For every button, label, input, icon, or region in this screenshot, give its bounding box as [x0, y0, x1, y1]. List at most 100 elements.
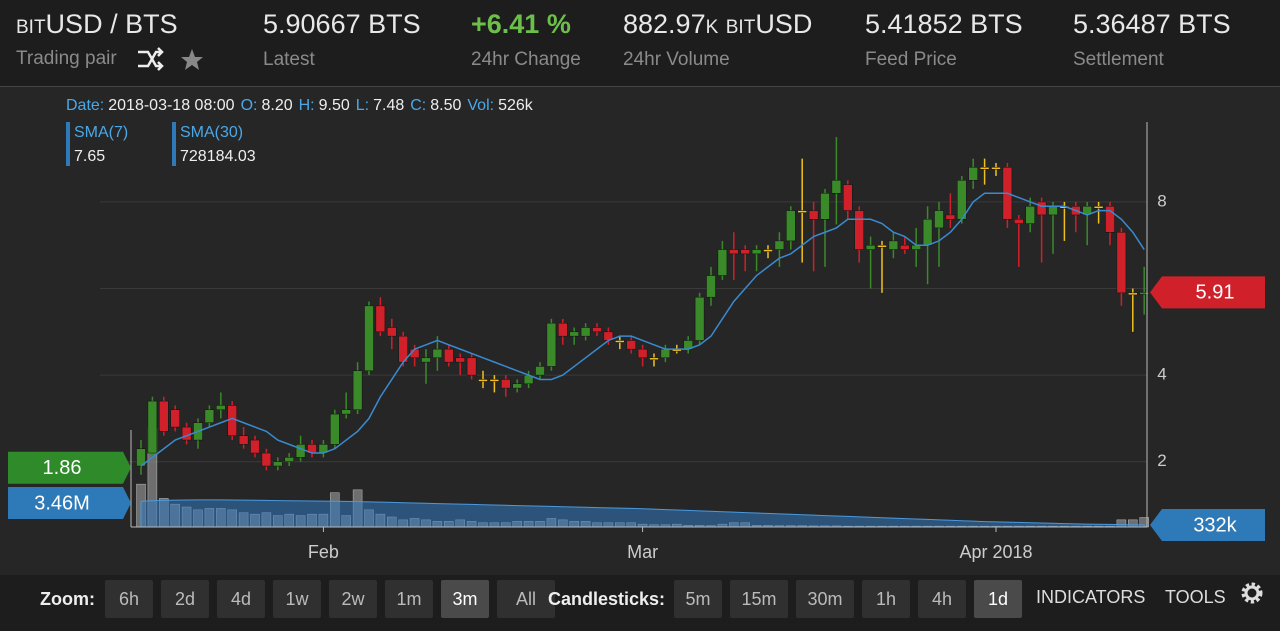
hover-value: 8.20 [261, 97, 292, 114]
toolbar-button[interactable] [497, 580, 555, 618]
candle-body [512, 383, 522, 389]
candle-body [341, 409, 351, 415]
candle-body [1048, 206, 1058, 216]
toolbar-button[interactable] [329, 580, 377, 618]
candle-body [147, 400, 158, 454]
toolbar-button[interactable] [674, 580, 722, 618]
candle-body [843, 184, 853, 211]
header-bg [0, 0, 1280, 86]
x-tick-label: Feb [308, 542, 339, 562]
candle-body [888, 240, 899, 250]
candle-body [1116, 231, 1127, 294]
indicator-bar [172, 122, 176, 166]
toolbar-button[interactable] [161, 580, 209, 618]
candle-body [159, 400, 169, 432]
candle-body [284, 457, 294, 462]
candle-body [774, 240, 785, 250]
candle-body [170, 409, 180, 428]
toolbar-button-label[interactable]: 15m [741, 589, 776, 609]
stat-label: 24hr Volume [623, 49, 730, 70]
x-tick-label: Apr 2018 [959, 542, 1032, 562]
candle-body [808, 210, 819, 220]
gear-icon[interactable] [1241, 582, 1263, 604]
candle-body [330, 413, 340, 445]
toolbar-button[interactable] [105, 580, 153, 618]
candle-body [626, 340, 636, 350]
cursor-price-bg [8, 451, 131, 484]
candle-body [501, 379, 511, 389]
swap-icon[interactable] [138, 47, 164, 71]
toolbar-button-label[interactable]: 30m [807, 589, 842, 609]
toolbar-button[interactable] [730, 580, 788, 618]
toolbar-button[interactable] [441, 580, 489, 618]
candle-body [216, 405, 226, 410]
y-tick-label: 8 [1157, 191, 1166, 210]
x-tick-label: Mar [627, 542, 658, 562]
candle-body [945, 214, 956, 220]
candle-body [763, 249, 773, 252]
toolbar-button-label[interactable]: All [516, 589, 536, 609]
candle-body [706, 275, 716, 298]
candle-body [558, 322, 568, 337]
toolbar-link[interactable]: TOOLS [1165, 587, 1226, 607]
candle-body [934, 210, 944, 229]
candle-body [865, 244, 876, 250]
toolbar-button[interactable] [273, 580, 321, 618]
cursor-volume: 3.46M [34, 492, 90, 514]
hover-value: 8.50 [430, 97, 461, 114]
toolbar-button[interactable] [918, 580, 966, 618]
toolbar-button-label[interactable]: 1m [396, 589, 421, 609]
candle-body [444, 348, 454, 363]
candle-body [204, 409, 215, 423]
candle-body [364, 305, 374, 372]
candle-body [250, 439, 260, 454]
toolbar-button-label[interactable]: 6h [119, 589, 139, 609]
stat-value: 5.90667 BTS [263, 9, 421, 39]
stat-label: Settlement [1073, 49, 1165, 70]
candle-body [991, 167, 1001, 170]
toolbar-link[interactable]: INDICATORS [1036, 587, 1145, 607]
hover-label: L: [356, 97, 369, 114]
indicator-label: SMA(7) [74, 124, 128, 141]
candle-body [455, 357, 465, 363]
candle-body [478, 379, 488, 382]
toolbar-button-label[interactable]: 1h [876, 589, 896, 609]
candle-body [694, 296, 705, 341]
last-volume-bg [1150, 509, 1265, 541]
candle-body [615, 340, 625, 343]
hover-value: 7.48 [373, 97, 404, 114]
candle-body [831, 180, 842, 194]
candle-body [238, 435, 249, 445]
toolbar-label: Zoom: [40, 589, 95, 609]
toolbar-button-label[interactable]: 1w [285, 589, 309, 609]
toolbar-button[interactable] [217, 580, 265, 618]
hover-label: Vol: [467, 97, 494, 114]
toolbar-button-label[interactable]: 3m [452, 589, 477, 609]
candle-body [900, 244, 910, 250]
toolbar-button-label[interactable]: 2d [175, 589, 195, 609]
toolbar-button-label[interactable]: 1d [988, 589, 1008, 609]
toolbar-button-label[interactable]: 4h [932, 589, 952, 609]
toolbar-button[interactable] [862, 580, 910, 618]
toolbar-button[interactable] [974, 580, 1022, 618]
toolbar-button[interactable] [385, 580, 433, 618]
toolbar-button-label[interactable]: 2w [341, 589, 365, 609]
hover-label: O: [241, 97, 258, 114]
hover-info: Date: 2018-03-18 08:00 O: 8.20 H: 9.50 L: 7.48 C… [66, 97, 534, 114]
y-tick-label: 4 [1157, 365, 1166, 384]
toolbar-button-label[interactable]: 5m [685, 589, 710, 609]
candle-body [751, 249, 762, 255]
candle-body [466, 357, 477, 376]
candle-body [352, 370, 363, 410]
star-icon[interactable] [181, 49, 203, 70]
sma-line [140, 192, 1145, 467]
cursor-volume-bg [8, 487, 131, 519]
toolbar-button-label[interactable]: 4d [231, 589, 251, 609]
candle-body [421, 357, 431, 363]
indicator-value: 728184.03 [180, 148, 256, 165]
hover-value: 2018-03-18 08:00 [108, 97, 234, 114]
candle-body [181, 426, 192, 441]
toolbar-button[interactable] [796, 580, 854, 618]
candle-body [580, 327, 591, 337]
